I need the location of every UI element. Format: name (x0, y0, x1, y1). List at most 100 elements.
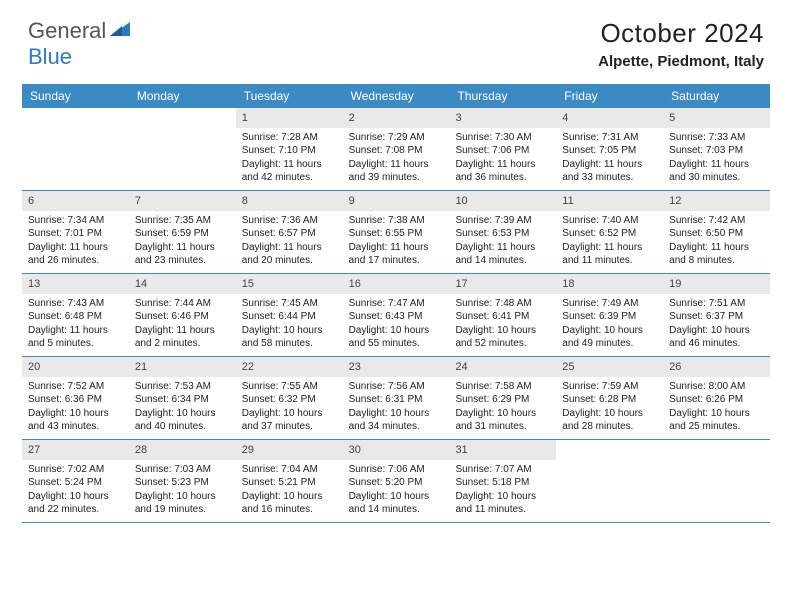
day-details: Sunrise: 7:35 AMSunset: 6:59 PMDaylight:… (129, 211, 236, 272)
sunrise-line: Sunrise: 7:58 AM (455, 380, 550, 394)
sunrise-line: Sunrise: 7:30 AM (455, 131, 550, 145)
sunrise-line: Sunrise: 7:49 AM (562, 297, 657, 311)
sunset-line: Sunset: 7:08 PM (349, 144, 444, 158)
sunrise-line: Sunrise: 7:06 AM (349, 463, 444, 477)
day-number: 26 (663, 357, 770, 377)
day-number: 1 (236, 108, 343, 128)
day-number: 10 (449, 191, 556, 211)
day-number: 18 (556, 274, 663, 294)
day-header: Wednesday (343, 84, 450, 108)
day-details: Sunrise: 7:07 AMSunset: 5:18 PMDaylight:… (449, 460, 556, 521)
day-cell: 11Sunrise: 7:40 AMSunset: 6:52 PMDayligh… (556, 191, 663, 273)
sunset-line: Sunset: 6:32 PM (242, 393, 337, 407)
day-number: 23 (343, 357, 450, 377)
day-details: Sunrise: 7:38 AMSunset: 6:55 PMDaylight:… (343, 211, 450, 272)
day-number: 29 (236, 440, 343, 460)
sunrise-line: Sunrise: 7:33 AM (669, 131, 764, 145)
day-number: 2 (343, 108, 450, 128)
day-details: Sunrise: 7:34 AMSunset: 7:01 PMDaylight:… (22, 211, 129, 272)
day-cell: 3Sunrise: 7:30 AMSunset: 7:06 PMDaylight… (449, 108, 556, 190)
sunset-line: Sunset: 5:20 PM (349, 476, 444, 490)
day-number: 31 (449, 440, 556, 460)
day-cell: 25Sunrise: 7:59 AMSunset: 6:28 PMDayligh… (556, 357, 663, 439)
week-row: ..1Sunrise: 7:28 AMSunset: 7:10 PMDaylig… (22, 108, 770, 191)
daylight-line: Daylight: 11 hours and 2 minutes. (135, 324, 230, 351)
day-cell: . (22, 108, 129, 190)
logo-text-general: General (28, 18, 106, 44)
day-number: 8 (236, 191, 343, 211)
daylight-line: Daylight: 10 hours and 34 minutes. (349, 407, 444, 434)
sunset-line: Sunset: 6:59 PM (135, 227, 230, 241)
day-number: 15 (236, 274, 343, 294)
daylight-line: Daylight: 10 hours and 58 minutes. (242, 324, 337, 351)
month-title: October 2024 (598, 18, 764, 49)
day-details: Sunrise: 8:00 AMSunset: 6:26 PMDaylight:… (663, 377, 770, 438)
sunrise-line: Sunrise: 7:53 AM (135, 380, 230, 394)
sunrise-line: Sunrise: 7:55 AM (242, 380, 337, 394)
day-number: 12 (663, 191, 770, 211)
day-cell: 27Sunrise: 7:02 AMSunset: 5:24 PMDayligh… (22, 440, 129, 522)
header: General October 2024 Alpette, Piedmont, … (0, 0, 792, 76)
day-details: Sunrise: 7:55 AMSunset: 6:32 PMDaylight:… (236, 377, 343, 438)
day-number: 13 (22, 274, 129, 294)
day-details: Sunrise: 7:39 AMSunset: 6:53 PMDaylight:… (449, 211, 556, 272)
daylight-line: Daylight: 11 hours and 17 minutes. (349, 241, 444, 268)
day-details: Sunrise: 7:36 AMSunset: 6:57 PMDaylight:… (236, 211, 343, 272)
sunrise-line: Sunrise: 7:29 AM (349, 131, 444, 145)
day-cell: 18Sunrise: 7:49 AMSunset: 6:39 PMDayligh… (556, 274, 663, 356)
day-details: Sunrise: 7:43 AMSunset: 6:48 PMDaylight:… (22, 294, 129, 355)
sunrise-line: Sunrise: 7:43 AM (28, 297, 123, 311)
day-details: Sunrise: 7:28 AMSunset: 7:10 PMDaylight:… (236, 128, 343, 189)
daylight-line: Daylight: 10 hours and 19 minutes. (135, 490, 230, 517)
sunset-line: Sunset: 6:52 PM (562, 227, 657, 241)
daylight-line: Daylight: 10 hours and 11 minutes. (455, 490, 550, 517)
day-details: Sunrise: 7:53 AMSunset: 6:34 PMDaylight:… (129, 377, 236, 438)
daylight-line: Daylight: 11 hours and 42 minutes. (242, 158, 337, 185)
day-cell: 23Sunrise: 7:56 AMSunset: 6:31 PMDayligh… (343, 357, 450, 439)
day-details: Sunrise: 7:47 AMSunset: 6:43 PMDaylight:… (343, 294, 450, 355)
sunset-line: Sunset: 6:39 PM (562, 310, 657, 324)
daylight-line: Daylight: 10 hours and 22 minutes. (28, 490, 123, 517)
sunrise-line: Sunrise: 7:59 AM (562, 380, 657, 394)
day-cell: 21Sunrise: 7:53 AMSunset: 6:34 PMDayligh… (129, 357, 236, 439)
sunset-line: Sunset: 6:43 PM (349, 310, 444, 324)
sunset-line: Sunset: 6:41 PM (455, 310, 550, 324)
day-number: 3 (449, 108, 556, 128)
day-details: Sunrise: 7:49 AMSunset: 6:39 PMDaylight:… (556, 294, 663, 355)
day-details: Sunrise: 7:31 AMSunset: 7:05 PMDaylight:… (556, 128, 663, 189)
sunset-line: Sunset: 6:34 PM (135, 393, 230, 407)
week-row: 13Sunrise: 7:43 AMSunset: 6:48 PMDayligh… (22, 274, 770, 357)
sunset-line: Sunset: 5:23 PM (135, 476, 230, 490)
sunrise-line: Sunrise: 7:34 AM (28, 214, 123, 228)
day-number: 7 (129, 191, 236, 211)
day-number: 16 (343, 274, 450, 294)
sunset-line: Sunset: 6:44 PM (242, 310, 337, 324)
day-details: Sunrise: 7:42 AMSunset: 6:50 PMDaylight:… (663, 211, 770, 272)
day-details: Sunrise: 7:40 AMSunset: 6:52 PMDaylight:… (556, 211, 663, 272)
sunrise-line: Sunrise: 7:42 AM (669, 214, 764, 228)
day-number: 14 (129, 274, 236, 294)
day-details: Sunrise: 7:30 AMSunset: 7:06 PMDaylight:… (449, 128, 556, 189)
sunset-line: Sunset: 6:28 PM (562, 393, 657, 407)
sunrise-line: Sunrise: 7:51 AM (669, 297, 764, 311)
daylight-line: Daylight: 10 hours and 37 minutes. (242, 407, 337, 434)
day-details: Sunrise: 7:03 AMSunset: 5:23 PMDaylight:… (129, 460, 236, 521)
day-header: Tuesday (236, 84, 343, 108)
daylight-line: Daylight: 10 hours and 49 minutes. (562, 324, 657, 351)
sunset-line: Sunset: 6:50 PM (669, 227, 764, 241)
day-cell: 10Sunrise: 7:39 AMSunset: 6:53 PMDayligh… (449, 191, 556, 273)
logo-text-blue: Blue (28, 44, 72, 69)
day-details: Sunrise: 7:33 AMSunset: 7:03 PMDaylight:… (663, 128, 770, 189)
day-cell: 1Sunrise: 7:28 AMSunset: 7:10 PMDaylight… (236, 108, 343, 190)
sunset-line: Sunset: 5:21 PM (242, 476, 337, 490)
day-details: Sunrise: 7:04 AMSunset: 5:21 PMDaylight:… (236, 460, 343, 521)
daylight-line: Daylight: 10 hours and 52 minutes. (455, 324, 550, 351)
day-cell: 6Sunrise: 7:34 AMSunset: 7:01 PMDaylight… (22, 191, 129, 273)
daylight-line: Daylight: 11 hours and 5 minutes. (28, 324, 123, 351)
sunset-line: Sunset: 7:01 PM (28, 227, 123, 241)
sunrise-line: Sunrise: 7:56 AM (349, 380, 444, 394)
day-header: Thursday (449, 84, 556, 108)
sunrise-line: Sunrise: 7:03 AM (135, 463, 230, 477)
sunset-line: Sunset: 6:57 PM (242, 227, 337, 241)
sunset-line: Sunset: 6:36 PM (28, 393, 123, 407)
